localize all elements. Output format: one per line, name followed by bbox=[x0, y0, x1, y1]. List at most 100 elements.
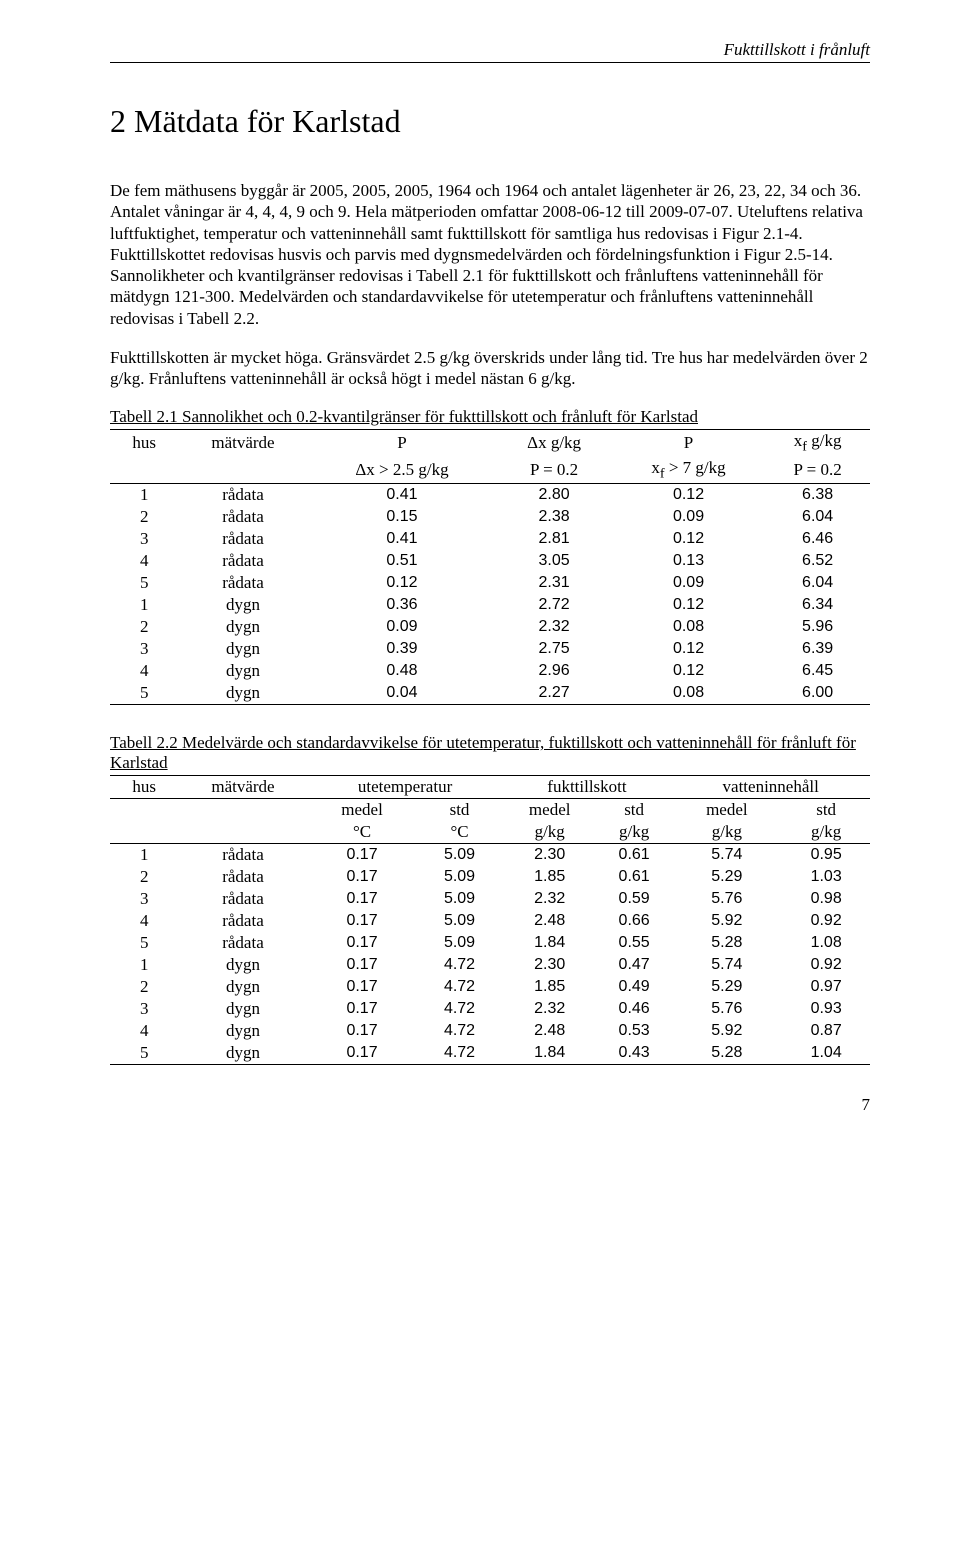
table-cell: 3.05 bbox=[496, 550, 611, 572]
table-cell: 5.76 bbox=[671, 888, 782, 910]
table-cell: 2 bbox=[110, 976, 178, 998]
table-cell: 4.72 bbox=[416, 976, 502, 998]
table-cell: 0.08 bbox=[612, 682, 765, 705]
table-cell: 5.92 bbox=[671, 1020, 782, 1042]
table-cell: rådata bbox=[178, 506, 307, 528]
t1-h-P2: P bbox=[612, 430, 765, 457]
table-cell: 0.41 bbox=[308, 528, 497, 550]
table-cell: 0.49 bbox=[597, 976, 672, 998]
table-row: 3rådata0.175.092.320.595.760.98 bbox=[110, 888, 870, 910]
table-cell: 5.74 bbox=[671, 954, 782, 976]
table-cell: 6.34 bbox=[765, 594, 870, 616]
table-cell: 4 bbox=[110, 1020, 178, 1042]
table-cell: 0.95 bbox=[782, 844, 870, 867]
table-cell: 0.12 bbox=[612, 528, 765, 550]
t1-h-P1: P bbox=[308, 430, 497, 457]
table-cell: dygn bbox=[178, 594, 307, 616]
t1-h2-2: Δx > 2.5 g/kg bbox=[308, 457, 497, 484]
t2-u-1: °C bbox=[416, 821, 502, 844]
table-cell: dygn bbox=[178, 660, 307, 682]
table-cell: 0.48 bbox=[308, 660, 497, 682]
table-row: 3dygn0.392.750.126.39 bbox=[110, 638, 870, 660]
table-cell: 1.85 bbox=[503, 976, 597, 998]
table-cell: 5.09 bbox=[416, 932, 502, 954]
table-cell: rådata bbox=[178, 932, 307, 954]
table-cell: rådata bbox=[178, 910, 307, 932]
t2-u-3: g/kg bbox=[597, 821, 672, 844]
table-cell: 0.17 bbox=[308, 844, 417, 867]
table-cell: 2.72 bbox=[496, 594, 611, 616]
table-row: 5rådata0.175.091.840.555.281.08 bbox=[110, 932, 870, 954]
table2-caption-text: Tabell 2.2 Medelvärde och standardavvike… bbox=[110, 733, 856, 772]
table-cell: 4 bbox=[110, 550, 178, 572]
t1-h-hus: hus bbox=[110, 430, 178, 457]
table-cell: 0.17 bbox=[308, 866, 417, 888]
table-cell: 0.39 bbox=[308, 638, 497, 660]
table-cell: 2.96 bbox=[496, 660, 611, 682]
table-cell: 1.04 bbox=[782, 1042, 870, 1065]
table2-caption: Tabell 2.2 Medelvärde och standardavvike… bbox=[110, 733, 870, 773]
table-cell: 1 bbox=[110, 844, 178, 867]
t1-h2-5: P = 0.2 bbox=[765, 457, 870, 484]
paragraph-1: De fem mäthusens byggår är 2005, 2005, 2… bbox=[110, 180, 870, 329]
table-cell: 2.48 bbox=[503, 1020, 597, 1042]
table-cell: 6.00 bbox=[765, 682, 870, 705]
table-row: 1dygn0.362.720.126.34 bbox=[110, 594, 870, 616]
table-cell: 5 bbox=[110, 572, 178, 594]
table-row: 5dygn0.042.270.086.00 bbox=[110, 682, 870, 705]
table-cell: 4.72 bbox=[416, 954, 502, 976]
table-cell: 6.45 bbox=[765, 660, 870, 682]
table-cell: 5 bbox=[110, 1042, 178, 1065]
t2-u-2: g/kg bbox=[503, 821, 597, 844]
t1-h2-3: P = 0.2 bbox=[496, 457, 611, 484]
table-cell: 4.72 bbox=[416, 1020, 502, 1042]
table-row: 2rådata0.175.091.850.615.291.03 bbox=[110, 866, 870, 888]
table-cell: 5.09 bbox=[416, 910, 502, 932]
t1-h-xf: xf g/kg bbox=[765, 430, 870, 457]
running-head: Fukttillskott i frånluft bbox=[110, 40, 870, 63]
t1-h-mv: mätvärde bbox=[178, 430, 307, 457]
table-cell: 2.32 bbox=[503, 998, 597, 1020]
table-cell: 0.17 bbox=[308, 998, 417, 1020]
table-cell: 1.84 bbox=[503, 1042, 597, 1065]
t2-sh-2: medel bbox=[503, 799, 597, 822]
t1-h-dx: Δx g/kg bbox=[496, 430, 611, 457]
table-cell: 0.93 bbox=[782, 998, 870, 1020]
table-cell: 2.27 bbox=[496, 682, 611, 705]
table-cell: 2.38 bbox=[496, 506, 611, 528]
table-cell: 3 bbox=[110, 638, 178, 660]
table-cell: 0.87 bbox=[782, 1020, 870, 1042]
table-cell: 5.09 bbox=[416, 866, 502, 888]
table-cell: 0.53 bbox=[597, 1020, 672, 1042]
t2-u-4: g/kg bbox=[671, 821, 782, 844]
table-cell: 5 bbox=[110, 682, 178, 705]
table-cell: 2.32 bbox=[496, 616, 611, 638]
t2-sh-1: std bbox=[416, 799, 502, 822]
table-cell: 1.03 bbox=[782, 866, 870, 888]
table-cell: 0.46 bbox=[597, 998, 672, 1020]
table-cell: 0.43 bbox=[597, 1042, 672, 1065]
t2-sh-0: medel bbox=[308, 799, 417, 822]
table-row: 1rådata0.175.092.300.615.740.95 bbox=[110, 844, 870, 867]
table-cell: 1.85 bbox=[503, 866, 597, 888]
table-cell: 0.92 bbox=[782, 954, 870, 976]
t2-sh-4: medel bbox=[671, 799, 782, 822]
table-cell: rådata bbox=[178, 550, 307, 572]
table-cell: 3 bbox=[110, 888, 178, 910]
table-cell: 6.52 bbox=[765, 550, 870, 572]
table-cell: 0.12 bbox=[612, 484, 765, 507]
table-cell: 5.09 bbox=[416, 888, 502, 910]
table-cell: 0.17 bbox=[308, 976, 417, 998]
table-cell: rådata bbox=[178, 866, 307, 888]
table-cell: 0.98 bbox=[782, 888, 870, 910]
table1-caption: Tabell 2.1 Sannolikhet och 0.2-kvantilgr… bbox=[110, 407, 870, 427]
table-cell: 0.04 bbox=[308, 682, 497, 705]
t2-u-0: °C bbox=[308, 821, 417, 844]
table-cell: 6.04 bbox=[765, 506, 870, 528]
table-cell: 0.61 bbox=[597, 866, 672, 888]
table-cell: 1.84 bbox=[503, 932, 597, 954]
table-cell: 0.17 bbox=[308, 1042, 417, 1065]
table-cell: 3 bbox=[110, 998, 178, 1020]
table-cell: 0.55 bbox=[597, 932, 672, 954]
table-cell: 5.29 bbox=[671, 976, 782, 998]
